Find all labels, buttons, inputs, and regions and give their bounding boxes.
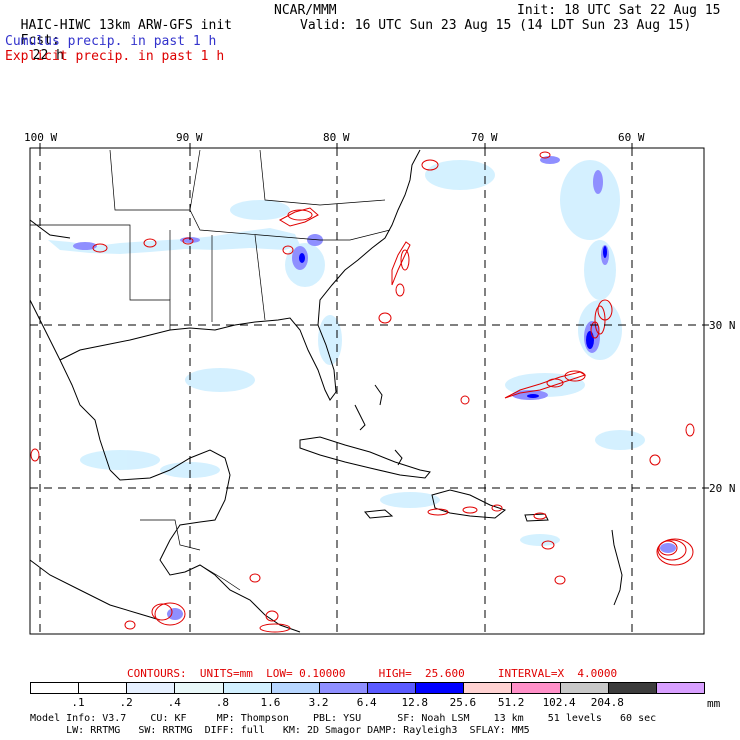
colorbar-tick-label: .4 [167,696,181,709]
fcst-label: Fcst: [20,33,60,48]
colorbar [30,682,705,694]
lon-label-80w: 80 W [323,131,350,144]
colorbar-tick-label: 102.4 [542,696,576,709]
colorbar-swatch [415,682,465,694]
political-borders [30,149,391,591]
lat-label-20n: 20 N [709,482,736,495]
cumulus-legend: Cumulus precip. in past 1 h [5,34,217,49]
lon-label-90w: 90 W [176,131,203,144]
colorbar-tick-label: 25.6 [449,696,477,709]
lat-lon-grid [30,148,704,634]
org-label: NCAR/MMM [274,3,337,18]
coastlines [30,149,623,633]
init-time: Init: 18 UTC Sat 22 Aug 15 [517,3,721,18]
frame-ticks [39,143,709,489]
colorbar-swatch [174,682,224,694]
colorbar-tick-label: 3.2 [308,696,329,709]
fcst-value: 22 h [32,48,64,63]
footer-line-1: Model Info: V3.7 CU: KF MP: Thompson PBL… [30,713,657,724]
colorbar-swatch [78,682,128,694]
cumulus-precip-heavy [299,246,607,398]
lon-label-60w: 60 W [618,131,645,144]
lon-label-100w: 100 W [24,131,58,144]
colorbar-tick-label: .8 [215,696,230,709]
colorbar-tick-label: 51.2 [497,696,525,709]
contour-info: CONTOURS: UNITS=mm LOW= 0.10000 HIGH= 25… [127,667,618,680]
lon-label-70w: 70 W [471,131,498,144]
explicit-precip-contours [30,151,695,633]
lat-label-30n: 30 N [709,319,736,332]
colorbar-units: mm [707,697,721,710]
colorbar-swatch [559,682,609,694]
colorbar-swatch [126,682,176,694]
colorbar-tick-label: 6.4 [356,696,377,709]
colorbar-swatch [607,682,657,694]
valid-time: Valid: 16 UTC Sun 23 Aug 15 (14 LDT Sun … [300,18,692,33]
colorbar-swatch [463,682,513,694]
colorbar-labels: .1 .2 .4 .8 1.6 3.2 6.4 12.8 25.6 51.2 102.4 204.8 [30,696,704,709]
forecast-hour: Fcst: 22 h [5,18,64,63]
footer-line-2: LW: RRTMG SW: RRTMG DIFF: full KM: 2D Sm… [30,725,530,736]
colorbar-swatch [222,682,272,694]
model-title-text: HAIC-HIWC 13km ARW-GFS init [20,18,232,33]
colorbar-tick-label: .1 [71,696,85,709]
colorbar-swatch [318,682,368,694]
colorbar-swatch [655,682,705,694]
colorbar-tick-label: 12.8 [401,696,429,709]
colorbar-tick-label: .2 [119,696,133,709]
colorbar-swatch [367,682,417,694]
model-title: HAIC-HIWC 13km ARW-GFS init [5,3,232,33]
explicit-legend: Explicit precip. in past 1 h [5,49,225,64]
colorbar-tick-label: 1.6 [260,696,281,709]
colorbar-swatch [30,682,80,694]
colorbar-swatch [270,682,320,694]
colorbar-tick-label: 204.8 [590,696,624,709]
colorbar-swatch [511,682,561,694]
